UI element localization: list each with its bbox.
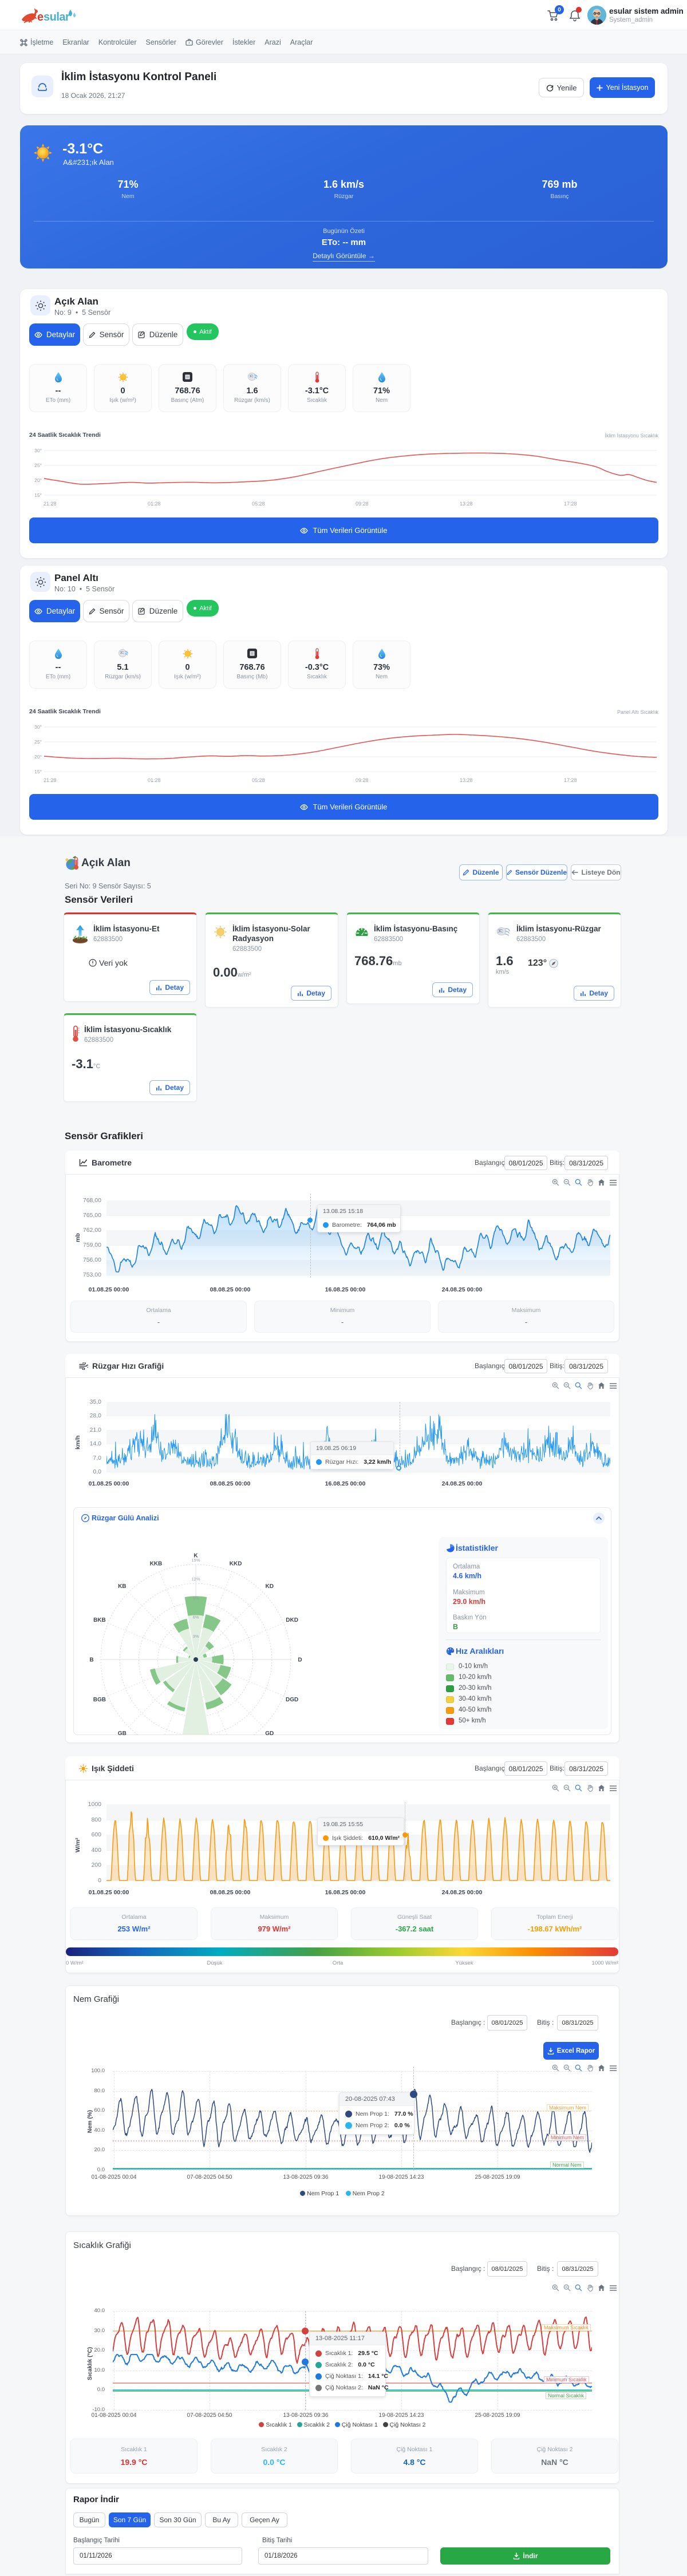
svg-text:12%: 12% — [191, 1577, 200, 1582]
svg-text:30°: 30° — [34, 724, 42, 730]
svg-text:15%: 15% — [191, 1558, 200, 1563]
svg-text:6%: 6% — [193, 1615, 199, 1620]
svg-text:GB: GB — [118, 1730, 127, 1735]
svg-text:D: D — [298, 1657, 302, 1664]
svg-text:DKD: DKD — [286, 1617, 298, 1623]
svg-text:9%: 9% — [193, 1595, 199, 1601]
svg-text:sular: sular — [44, 11, 70, 23]
svg-text:K: K — [194, 1553, 198, 1559]
svg-text:KKD: KKD — [230, 1560, 242, 1567]
svg-text:15°: 15° — [34, 492, 42, 498]
svg-text:e: e — [37, 11, 44, 23]
svg-text:KB: KB — [118, 1583, 126, 1590]
svg-text:25°: 25° — [34, 739, 42, 745]
svg-text:GD: GD — [265, 1730, 274, 1735]
svg-text:30°: 30° — [34, 448, 42, 453]
svg-text:DGD: DGD — [286, 1697, 298, 1703]
svg-text:KKB: KKB — [150, 1560, 163, 1567]
svg-text:B: B — [89, 1657, 93, 1664]
svg-text:15°: 15° — [34, 769, 42, 775]
svg-text:3%: 3% — [193, 1634, 199, 1639]
svg-text:BKB: BKB — [93, 1617, 106, 1623]
svg-text:20°: 20° — [34, 754, 42, 760]
svg-text:KD: KD — [265, 1583, 273, 1590]
svg-text:25°: 25° — [34, 463, 42, 468]
svg-text:20°: 20° — [34, 477, 42, 483]
svg-text:BGB: BGB — [93, 1697, 106, 1703]
